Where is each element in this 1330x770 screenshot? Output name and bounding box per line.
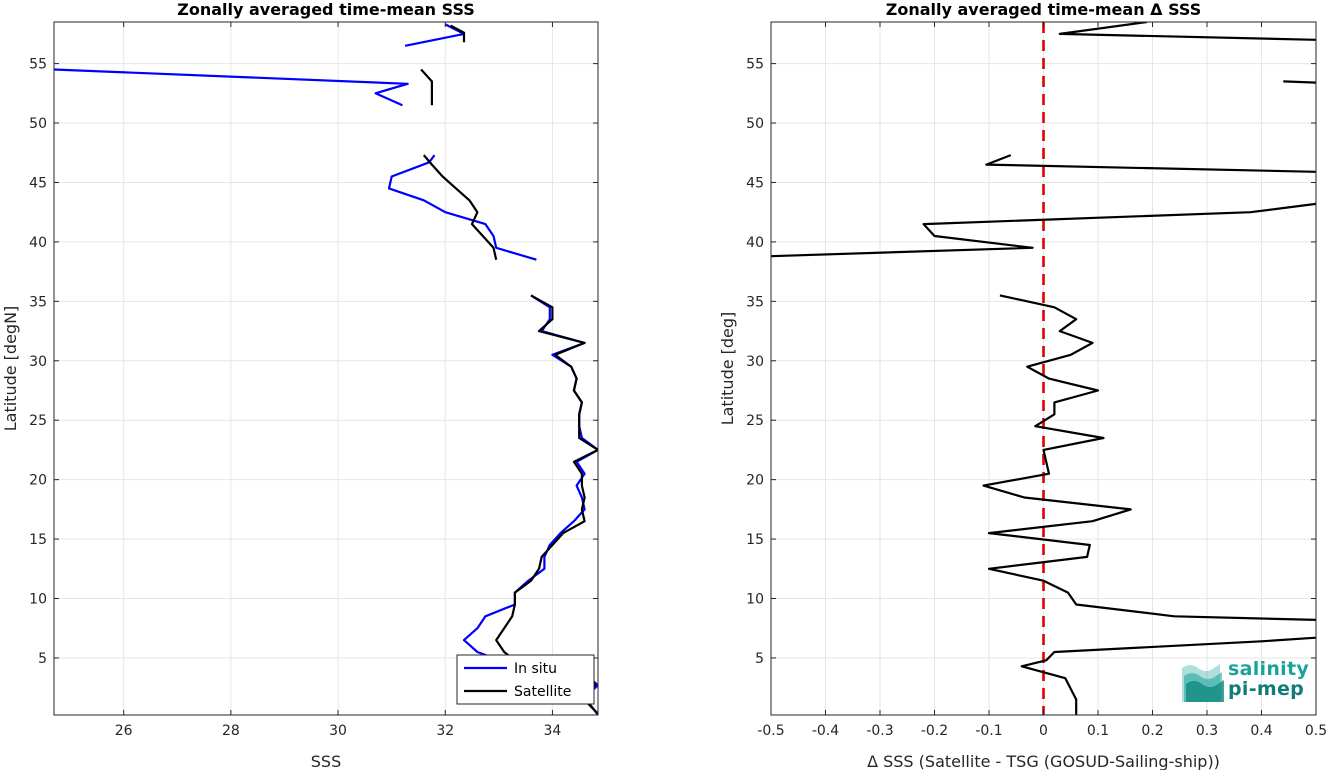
x-tick-label: -0.2 — [921, 723, 948, 739]
series-line-in-situ-segment-1 — [54, 68, 409, 107]
legend-label: Satellite — [514, 684, 571, 700]
y-tick-label: 20 — [29, 473, 47, 489]
series-line-series-0-segment-3 — [771, 202, 1316, 258]
series-line-series-0-segment-1 — [1283, 80, 1316, 84]
left-chart: 26 28 30 32 34 5 10 15 20 25 30 35 40 45 50 55 Zonally a… — [1, 0, 599, 770]
x-tick-label: 32 — [436, 723, 454, 739]
x-axis-label: Δ SSS (Satellite - TSG (GOSUD-Sailing-sh… — [867, 752, 1220, 770]
legend-label: In situ — [514, 661, 557, 677]
x-tick-label: 26 — [115, 723, 133, 739]
y-tick-label: 10 — [746, 592, 764, 608]
x-axis-label: SSS — [311, 752, 341, 770]
y-tick-label: 5 — [38, 651, 47, 667]
y-tick-label: 25 — [29, 413, 47, 429]
y-tick-label: 15 — [29, 532, 47, 548]
x-tick-label: 0 — [1039, 723, 1048, 739]
y-tick-label: 45 — [746, 175, 764, 191]
y-tick-label: 45 — [29, 175, 47, 191]
x-tick-label: 34 — [544, 723, 562, 739]
y-tick-label: 50 — [29, 116, 47, 132]
x-tick-label: 0.3 — [1196, 723, 1218, 739]
series-line-satellite-segment-1 — [420, 68, 433, 106]
y-tick-label: 30 — [29, 354, 47, 370]
right-chart: -0.5 -0.4 -0.3 -0.2 -0.1 0 0.1 0.2 0.3 0.4 0.5 5 10 1… — [718, 0, 1327, 770]
y-tick-label: 55 — [29, 57, 47, 73]
y-tick-label: 10 — [29, 592, 47, 608]
y-tick-label: 35 — [29, 294, 47, 310]
axes-frame — [53, 21, 599, 716]
legend: In situ Satellite — [456, 654, 595, 705]
y-tick-label: 30 — [746, 354, 764, 370]
salinity-pimep-logo: salinity pi-mep — [1180, 656, 1310, 706]
y-tick-label: 40 — [29, 235, 47, 251]
x-tick-label: 0.4 — [1250, 723, 1272, 739]
y-tick-label: 15 — [746, 532, 764, 548]
x-tick-label: -0.1 — [975, 723, 1002, 739]
y-axis-label: Latitude [deg] — [718, 312, 737, 426]
series-line-series-0-segment-2 — [985, 154, 1316, 173]
y-tick-label: 40 — [746, 235, 764, 251]
x-tick-label: 30 — [329, 723, 347, 739]
legend-box — [456, 654, 595, 705]
x-tick-label: -0.3 — [866, 723, 893, 739]
y-tick-label: 35 — [746, 294, 764, 310]
series-line-series-0-segment-5 — [1020, 636, 1316, 715]
x-tick-label: 0.5 — [1305, 723, 1327, 739]
series-line-series-0-segment-0 — [1058, 22, 1316, 41]
chart-title: Zonally averaged time-mean Δ SSS — [886, 0, 1202, 19]
series-line-series-0-segment-4 — [982, 294, 1316, 621]
chart-title: Zonally averaged time-mean SSS — [177, 0, 475, 19]
x-tick-label: 28 — [222, 723, 240, 739]
y-axis-label: Latitude [degN] — [1, 306, 20, 432]
x-tick-label: -0.5 — [757, 723, 784, 739]
x-tick-label: 0.2 — [1141, 723, 1163, 739]
y-tick-label: 5 — [755, 651, 764, 667]
x-tick-label: -0.4 — [812, 723, 839, 739]
series-line-in-situ-segment-2 — [387, 154, 537, 261]
x-tick-label: 0.1 — [1087, 723, 1109, 739]
series-line-satellite-segment-0 — [450, 24, 466, 43]
logo-word-salinity: salinity — [1228, 658, 1310, 680]
wave-icon — [1182, 664, 1224, 702]
series-line-satellite-segment-2 — [422, 154, 498, 260]
y-tick-label: 50 — [746, 116, 764, 132]
y-tick-label: 20 — [746, 473, 764, 489]
y-tick-label: 25 — [746, 413, 764, 429]
plot-area — [54, 22, 598, 715]
logo-word-pimep: pi-mep — [1228, 678, 1305, 700]
y-tick-label: 55 — [746, 57, 764, 73]
series-line-satellite-segment-3 — [495, 294, 598, 715]
